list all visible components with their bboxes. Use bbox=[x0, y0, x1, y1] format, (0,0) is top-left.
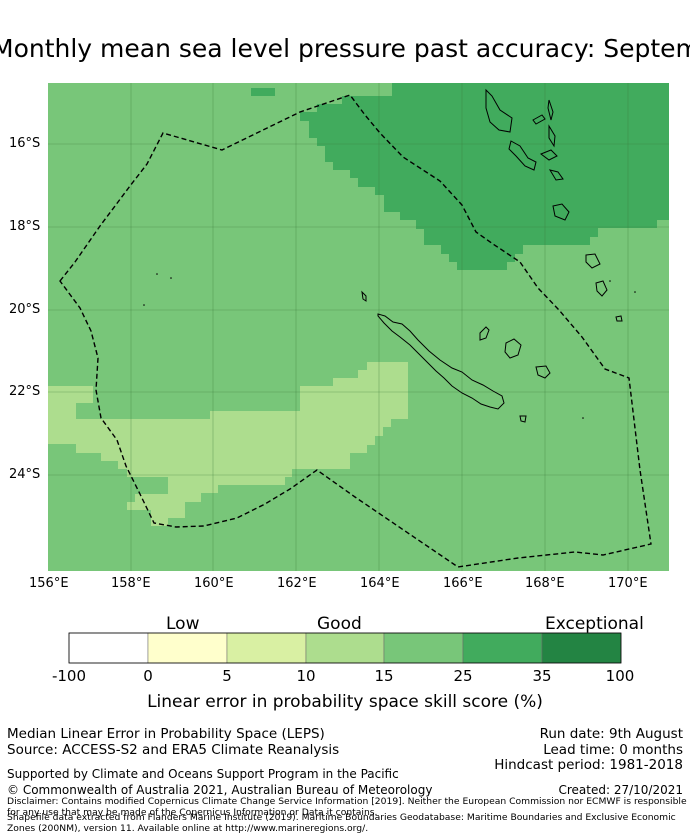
footer-shapefile: Shapefile data extracted from Flanders M… bbox=[7, 812, 676, 834]
eez-boundary bbox=[59, 94, 652, 568]
tanna-island bbox=[595, 280, 608, 297]
tick-0: 0 bbox=[143, 667, 153, 685]
footer-copyright: © Commonwealth of Australia 2021, Austra… bbox=[7, 783, 433, 797]
malakula-island bbox=[508, 140, 537, 171]
colorbar-swatch-3 bbox=[305, 632, 385, 664]
efate-island bbox=[552, 203, 570, 221]
islet-4 bbox=[634, 291, 636, 293]
lon-label-156e: 156°E bbox=[29, 576, 69, 591]
footer-lead-time: Lead time: 0 months bbox=[543, 742, 683, 758]
lon-label-158e: 158°E bbox=[111, 576, 151, 591]
footer-hindcast: Hindcast period: 1981-2018 bbox=[494, 757, 683, 773]
aoba-island bbox=[532, 114, 546, 125]
colorbar-swatch-6 bbox=[541, 632, 622, 664]
footer-method: Median Linear Error in Probability Space… bbox=[7, 726, 325, 742]
map-title: Monthly mean sea level pressure past acc… bbox=[0, 34, 690, 63]
lon-label-160e: 160°E bbox=[194, 576, 234, 591]
lon-label-170e: 170°E bbox=[608, 576, 648, 591]
footer-disclaimer: Disclaimer: Contains modified Copernicus… bbox=[7, 796, 687, 818]
belep-islands bbox=[361, 290, 367, 302]
category-good: Good bbox=[317, 614, 362, 634]
zone-15-25 bbox=[48, 362, 408, 526]
lat-label-24s: 24°S bbox=[9, 467, 41, 482]
gridlines bbox=[48, 83, 669, 571]
colorbar bbox=[68, 632, 622, 664]
lifou-island bbox=[504, 338, 522, 359]
lon-label-168e: 168°E bbox=[525, 576, 565, 591]
tick-35: 35 bbox=[532, 667, 552, 685]
colorbar-swatch-2 bbox=[226, 632, 307, 664]
zone-patch-nw-dark bbox=[251, 88, 275, 96]
footer-run-date: Run date: 9th August bbox=[539, 726, 683, 742]
lat-label-22s: 22°S bbox=[9, 384, 41, 399]
colorbar-label: Linear error in probability space skill … bbox=[147, 692, 543, 712]
skill-field bbox=[48, 83, 669, 571]
colorbar-frame bbox=[68, 632, 622, 664]
islet-6 bbox=[609, 280, 611, 282]
lon-label-162e: 162°E bbox=[277, 576, 317, 591]
maewo-island bbox=[547, 99, 554, 121]
erromango-island bbox=[585, 253, 601, 269]
colorbar-swatch-5 bbox=[462, 632, 543, 664]
colorbar-swatch-0 bbox=[68, 632, 149, 664]
footer-created: Created: 27/10/2021 bbox=[558, 783, 683, 797]
lat-label-20s: 20°S bbox=[9, 302, 41, 317]
mare-island bbox=[535, 365, 551, 379]
espiritu-santo-island bbox=[485, 88, 513, 133]
tick-100: 100 bbox=[605, 667, 635, 685]
isle-of-pines bbox=[519, 415, 527, 423]
lon-label-166e: 166°E bbox=[443, 576, 483, 591]
tick-10: 10 bbox=[296, 667, 316, 685]
lat-label-18s: 18°S bbox=[9, 219, 41, 234]
pentecost-island bbox=[548, 124, 556, 148]
ambrym-island bbox=[539, 149, 558, 161]
lat-label-16s: 16°S bbox=[9, 136, 41, 151]
ouvea-island bbox=[479, 326, 490, 341]
islet-1 bbox=[156, 273, 158, 275]
lon-label-164e: 164°E bbox=[360, 576, 400, 591]
colorbar-swatch-4 bbox=[383, 632, 464, 664]
footer-source: Source: ACCESS-S2 and ERA5 Climate Reana… bbox=[7, 742, 340, 758]
category-exceptional: Exceptional bbox=[545, 614, 644, 634]
new-caledonia-island bbox=[377, 313, 505, 410]
tick-neg100: -100 bbox=[51, 667, 87, 685]
tick-5: 5 bbox=[222, 667, 232, 685]
category-low: Low bbox=[166, 614, 200, 634]
footer-support: Supported by Climate and Oceans Support … bbox=[7, 767, 399, 781]
zone-35-100 bbox=[300, 83, 669, 270]
aneityum-island bbox=[615, 315, 623, 322]
tick-15: 15 bbox=[374, 667, 394, 685]
islet-3 bbox=[143, 304, 145, 306]
colorbar-swatch-1 bbox=[147, 632, 228, 664]
tick-25: 25 bbox=[453, 667, 473, 685]
islet-5 bbox=[582, 417, 584, 419]
islet-2 bbox=[170, 277, 172, 279]
epi-island bbox=[548, 169, 564, 181]
map-title-container: Monthly mean sea level pressure past acc… bbox=[0, 30, 690, 70]
